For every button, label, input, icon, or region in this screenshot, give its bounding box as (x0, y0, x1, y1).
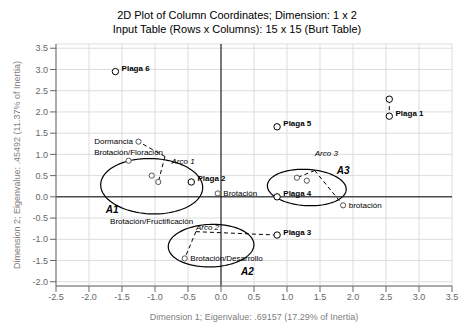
svg-text:Plaga 2: Plaga 2 (198, 174, 227, 183)
svg-text:-0.5: -0.5 (180, 292, 196, 302)
svg-text:Brotación/Fructificación: Brotación/Fructificación (110, 217, 193, 226)
svg-text:2.0: 2.0 (35, 107, 48, 117)
svg-text:A1: A1 (105, 204, 119, 215)
svg-text:0.5: 0.5 (248, 292, 261, 302)
svg-text:1.5: 1.5 (314, 292, 327, 302)
svg-text:0.0: 0.0 (215, 292, 228, 302)
svg-text:3.0: 3.0 (35, 65, 48, 75)
svg-text:Brotación/Desarrollo: Brotación/Desarrollo (190, 254, 263, 263)
svg-text:Dormancia: Dormancia (94, 137, 133, 146)
svg-text:Plaga 1: Plaga 1 (396, 109, 425, 118)
svg-text:3.5: 3.5 (446, 292, 459, 302)
svg-text:Plaga 5: Plaga 5 (283, 119, 312, 128)
svg-text:A3: A3 (336, 165, 350, 176)
svg-text:A2: A2 (240, 266, 254, 277)
svg-text:2.0: 2.0 (347, 292, 360, 302)
svg-text:2.5: 2.5 (35, 86, 48, 96)
svg-text:Dimension 2; Eigenvalue: .4549: Dimension 2; Eigenvalue: .45492 (11.37% … (12, 61, 22, 269)
html-text:Input Table (Rows x Columns):: Input Table (Rows x Columns): 15 x 15 (B… (112, 23, 362, 35)
svg-text:Plaga 6: Plaga 6 (122, 64, 151, 73)
svg-text:Arco 1: Arco 1 (171, 157, 195, 166)
svg-text:Dimension 1; Eigenvalue: .6915: Dimension 1; Eigenvalue: .69157 (17.29% … (150, 312, 359, 322)
svg-text:1.5: 1.5 (35, 128, 48, 138)
svg-text:1.0: 1.0 (35, 150, 48, 160)
svg-text:Plaga 3: Plaga 3 (283, 228, 312, 237)
svg-text:0.0: 0.0 (35, 192, 48, 202)
svg-text:2.5: 2.5 (380, 292, 393, 302)
svg-text:Plaga 4: Plaga 4 (283, 189, 312, 198)
svg-text:-1.0: -1.0 (32, 234, 48, 244)
svg-text:Arco 3: Arco 3 (314, 149, 339, 158)
svg-text:Arco 2: Arco 2 (195, 223, 220, 232)
svg-text:-2.0: -2.0 (32, 277, 48, 287)
svg-text:-1.5: -1.5 (114, 292, 130, 302)
svg-text:-0.5: -0.5 (32, 213, 48, 223)
html-text:2D Plot of Column Coordinates;: 2D Plot of Column Coordinates; Dimension… (117, 9, 357, 21)
svg-text:1.0: 1.0 (281, 292, 294, 302)
svg-text:3.0: 3.0 (413, 292, 426, 302)
svg-text:-1.5: -1.5 (32, 256, 48, 266)
svg-text:brotación: brotación (349, 201, 382, 210)
svg-text:-2.5: -2.5 (48, 292, 64, 302)
svg-text:3.5: 3.5 (35, 43, 48, 53)
svg-text:Brotación/Floración: Brotación/Floración (94, 148, 163, 157)
svg-text:0.5: 0.5 (35, 171, 48, 181)
svg-text:-1.0: -1.0 (147, 292, 163, 302)
svg-text:Brotación: Brotación (223, 189, 257, 198)
svg-text:-2.0: -2.0 (81, 292, 97, 302)
